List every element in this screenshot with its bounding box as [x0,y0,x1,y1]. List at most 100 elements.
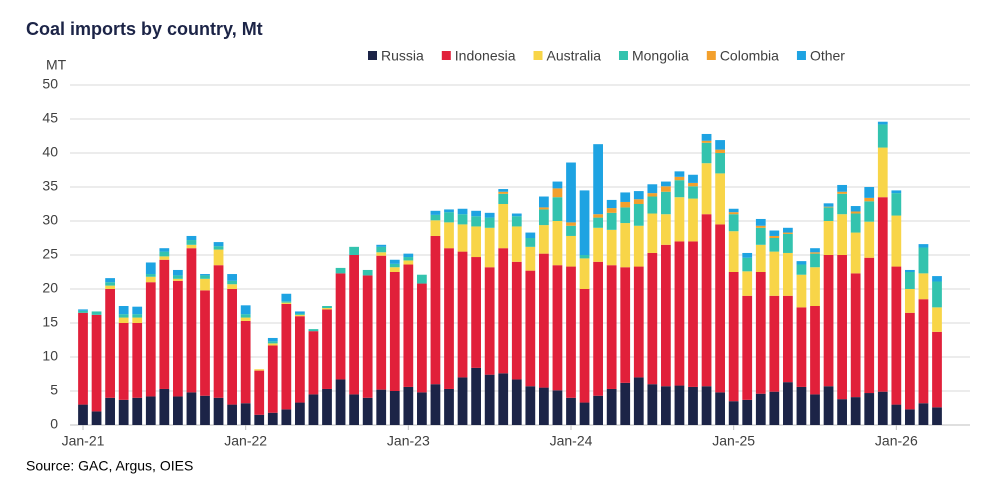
bar-segment [227,289,237,405]
bar-segment [539,209,549,226]
bar-segment [701,386,712,425]
bar-segment [295,313,305,315]
bar-segment [905,409,915,425]
bar-segment [701,214,712,387]
bar-segment [213,246,224,250]
source-note: Source: GAC, Argus, OIES [26,458,193,474]
x-tick-label: Jan-25 [712,433,755,449]
bar-segment [593,395,603,425]
bar-segment [281,302,292,304]
bar-segment [267,341,278,344]
bar-segment [525,386,536,425]
bar-segment [240,314,251,318]
bar-segment [552,181,563,189]
bar-segment [728,214,739,232]
bar-segment [322,308,332,310]
bar-segment [186,392,197,425]
bar-segment [823,207,834,221]
bar-segment [877,124,888,148]
bar-segment [728,212,739,215]
bar-segment [132,317,143,323]
bar-segment [932,407,942,425]
bar-segment [200,278,210,291]
bar-segment [539,196,549,208]
bar-segment [633,191,644,200]
bar-segment [742,257,753,272]
y-tick-label: 50 [42,76,58,92]
bar-segment [281,409,292,425]
bar-segment [511,261,522,380]
bar-segment [227,284,237,289]
bar-segment [525,246,536,271]
bar-segment [484,227,495,268]
bar-segment [877,147,888,198]
y-axis-label: MT [46,57,67,73]
bar-segment [159,256,170,260]
bar-segment [932,276,942,282]
legend-label: Australia [547,48,602,64]
bar-segment [810,267,820,306]
bar-segment [525,238,536,247]
bar-segment [430,220,441,236]
bar-segment [891,215,902,267]
legend-swatch [441,51,451,60]
bar-segment [661,214,671,245]
bar-segment [688,386,698,425]
bar-segment [471,226,481,258]
bar-segment [661,386,671,425]
bar-segment [823,386,834,425]
bar-segment [661,186,671,192]
bar-segment [308,329,319,332]
legend-label: Other [810,48,845,64]
bar-segment [715,224,725,393]
bar-segment [105,278,115,283]
bar-segment [376,255,387,390]
bar-segment [267,345,278,413]
bar-segment [579,289,590,403]
bar-segment [471,257,481,368]
bar-segment [498,204,509,249]
bar-segment [755,225,766,228]
bar-segment [132,397,143,425]
bar-segment [267,337,278,342]
bar-segment [932,281,942,308]
bar-segment [674,197,685,242]
legend-swatch [618,51,628,60]
bar-segment [647,184,658,194]
bar-segment [877,391,888,425]
bar-segment [322,309,332,389]
bar-segment [389,263,400,268]
bar-segment [755,227,766,245]
bar-segment [295,311,305,314]
bar-segment [511,216,522,227]
bar-segment [633,377,644,425]
bar-segment [850,397,861,425]
bar-segment [335,273,346,380]
bar-segment [376,246,387,253]
bar-segment [145,276,156,283]
bar-segment [606,388,617,425]
y-tick-label: 5 [50,382,58,398]
bar-segment [240,305,251,315]
legend-label: Indonesia [455,48,516,64]
bar-segment [620,192,631,202]
bar-segment [755,272,766,394]
bar-segment [444,222,454,249]
bar-segment [511,379,522,425]
bar-segment [403,386,414,425]
bar-segment [674,176,685,181]
bar-segment [200,395,210,425]
bar-segment [701,163,712,215]
bar-segment [295,316,305,403]
bar-segment [254,369,265,371]
bar-segment [674,241,685,386]
bar-segment [78,404,88,425]
bar-segment [701,133,712,141]
bar-segment [810,248,820,253]
bar-segment [891,266,902,405]
bar-segment [742,399,753,425]
bar-segment [755,393,766,425]
bar-segment [118,314,129,318]
y-tick-label: 25 [42,246,58,262]
